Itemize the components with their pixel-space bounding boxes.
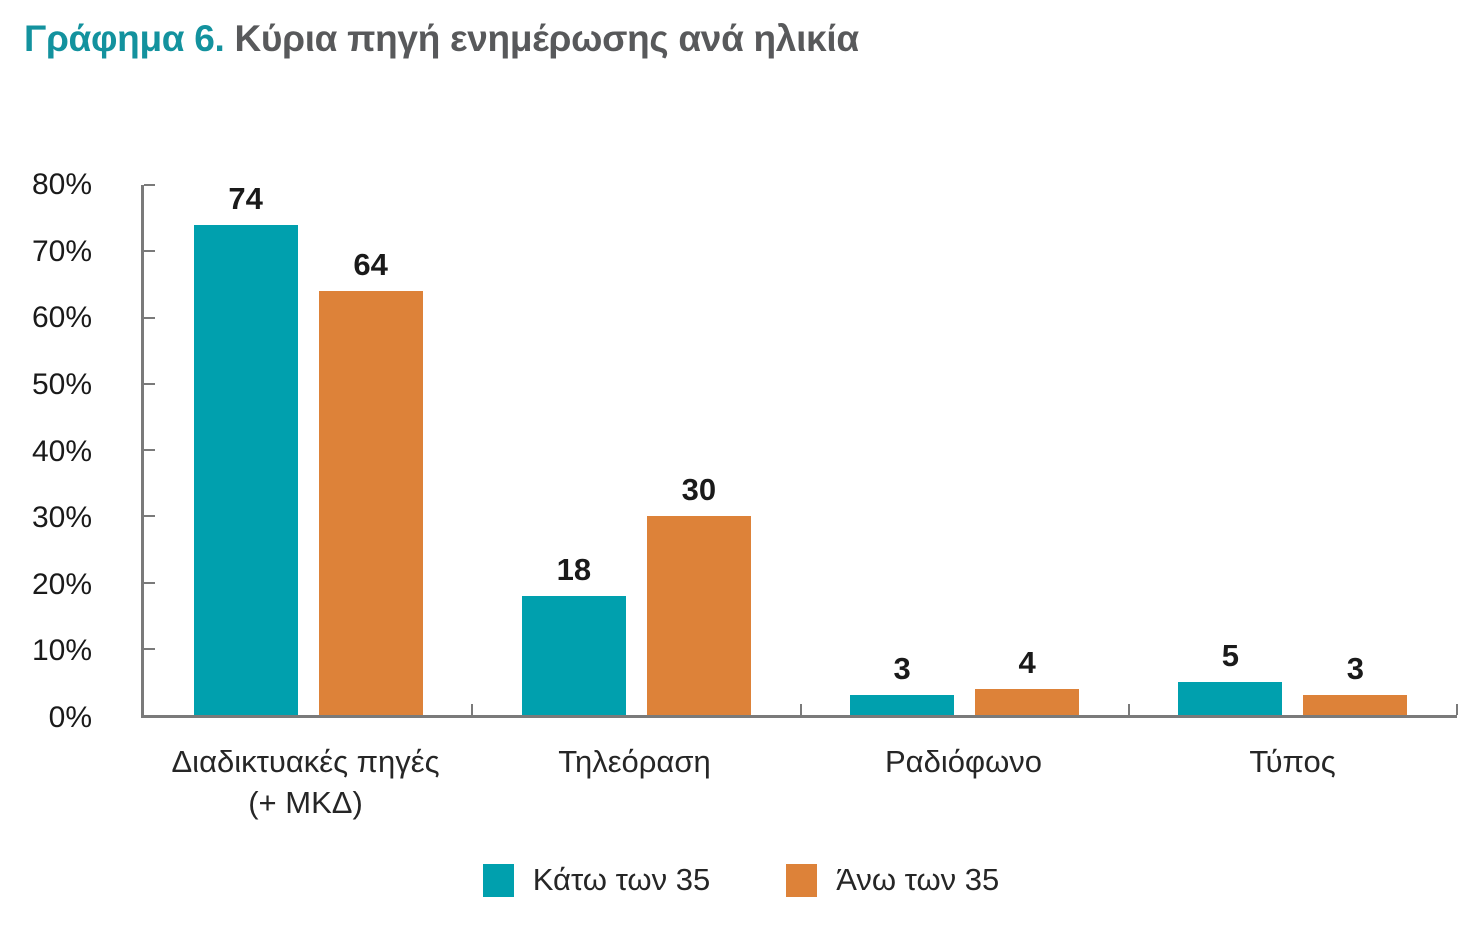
y-tick-mark <box>144 184 155 186</box>
bar-value-label: 64 <box>353 247 388 282</box>
x-axis-labels: Διαδικτυακές πηγές (+ ΜΚΔ) Τηλεόραση Ραδιό… <box>141 742 1457 824</box>
y-tick-label: 10% <box>31 634 92 668</box>
bar-value-label: 74 <box>228 180 263 216</box>
chart-title-prefix: Γράφημα 6. <box>24 18 225 59</box>
plot-area: 74 64 18 30 3 4 5 3 <box>141 181 1458 718</box>
bar-value-label: 3 <box>1346 651 1364 687</box>
bar-series-under35: 18 <box>521 552 626 715</box>
bar-series-over35: 3 <box>1303 651 1408 715</box>
bar-series-under35: 74 <box>193 181 298 715</box>
bar-group: 74 64 <box>144 181 472 715</box>
y-axis-labels: 80% 70% 60% 50% 40% 30% 20% 10% 0% <box>0 168 92 734</box>
bar-series-under35: 3 <box>850 651 955 715</box>
chart-title: Γράφημα 6. Κύρια πηγή ενημέρωσης ανά ηλι… <box>24 18 859 60</box>
y-tick-mark <box>144 647 155 650</box>
y-tick-mark <box>144 581 155 584</box>
y-tick-mark <box>144 449 155 451</box>
bar-series-over35: 64 <box>318 247 423 715</box>
bar-value-label: 18 <box>556 551 592 587</box>
x-category-label: Ραδιόφωνο <box>884 744 1043 779</box>
bar-series-over35: 4 <box>975 645 1080 715</box>
legend-swatch-orange <box>786 863 818 897</box>
x-category-label: Διαδικτυακές πηγές (+ ΜΚΔ) <box>171 744 440 820</box>
x-tick-mark <box>471 704 474 715</box>
bar-value-label: 3 <box>893 651 911 687</box>
y-tick-label: 50% <box>31 367 92 401</box>
legend-label: Άνω των 35 <box>836 862 1000 897</box>
y-tick-label: 20% <box>31 567 92 601</box>
x-tick-mark <box>799 704 802 715</box>
legend: Κάτω των 35 Άνω των 35 <box>0 862 1482 898</box>
legend-item: Άνω των 35 <box>786 862 999 898</box>
bar-value-label: 4 <box>1018 644 1036 680</box>
legend-item: Κάτω των 35 <box>482 862 711 898</box>
x-category-label: Τηλεόραση <box>558 744 711 779</box>
x-tick-mark <box>1127 704 1130 715</box>
y-tick-label: 80% <box>31 168 92 201</box>
bar-value-label: 5 <box>1221 637 1239 673</box>
y-tick-label: 70% <box>31 234 92 268</box>
y-tick-label: 0% <box>48 701 92 734</box>
x-tick-mark <box>1456 704 1458 715</box>
bar-group: 18 30 <box>472 185 800 715</box>
bar-series-under35: 5 <box>1178 638 1283 715</box>
chart-title-text: Κύρια πηγή ενημέρωσης ανά ηλικία <box>234 18 859 59</box>
y-tick-mark <box>144 250 155 253</box>
y-tick-label: 60% <box>31 301 92 335</box>
legend-label: Κάτω των 35 <box>532 862 711 897</box>
y-tick-label: 40% <box>31 434 92 468</box>
bar-value-label: 30 <box>681 472 717 508</box>
x-category-label: Τύπος <box>1249 744 1336 779</box>
y-tick-label: 30% <box>31 501 92 535</box>
y-tick-mark <box>144 316 155 319</box>
y-tick-mark <box>144 382 155 385</box>
y-tick-mark <box>144 515 155 518</box>
legend-swatch-teal <box>482 863 514 897</box>
bar-series-over35: 30 <box>646 472 751 715</box>
